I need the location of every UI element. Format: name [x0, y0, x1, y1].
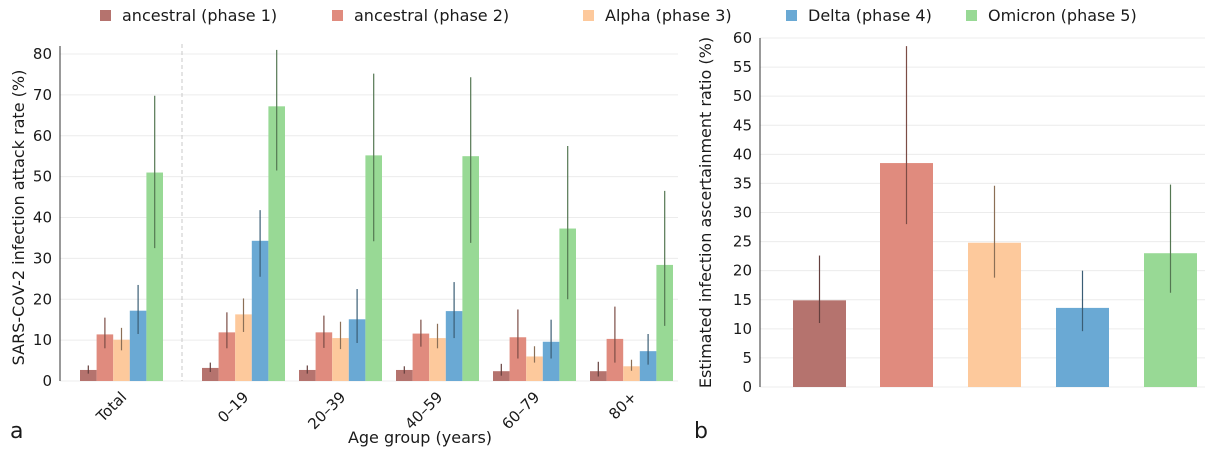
panel-a-attack-rate-chart: 0 10 20 30 40 50 60 70 80 Total 0–19 20–39 40–59 60–… — [9, 44, 678, 447]
panel-b-error-bars — [818, 46, 1172, 332]
panel-b-y-tick-30: 30 — [733, 204, 752, 222]
bar-total-ancestral-phase-1 — [80, 369, 97, 381]
legend: ancestral (phase 1) ancestral (phase 2) Al… — [100, 6, 1137, 25]
panel-a-x-tick-labels: Total 0–19 20–39 40–59 60–79 80+ — [92, 388, 640, 433]
panel-a-y-tick-30: 30 — [33, 249, 52, 267]
panel-a-x-tick-60-79: 60–79 — [498, 388, 543, 433]
panel-a-y-tick-labels: 0 10 20 30 40 50 60 70 80 — [33, 45, 52, 390]
panel-a-x-tick-0-19: 0–19 — [214, 388, 252, 426]
panel-a-error-bars — [87, 49, 666, 377]
panel-b-y-tick-25: 25 — [733, 233, 752, 251]
panel-a-x-tick-80: 80+ — [605, 388, 640, 423]
panel-b-y-tick-60: 60 — [733, 29, 752, 47]
legend-swatch-omicron-phase-5 — [966, 10, 977, 21]
bar-80-delta-phase-4 — [639, 351, 657, 381]
legend-swatch-ancestral-phase-2 — [332, 10, 343, 21]
bar-60-79-ancestral-phase-1 — [493, 371, 510, 381]
panel-b-y-tick-55: 55 — [733, 58, 752, 76]
legend-swatch-delta-phase-4 — [786, 10, 797, 21]
panel-b-y-axis-title: Estimated infection ascertainment ratio … — [696, 37, 715, 388]
bar-total-delta-phase-4 — [129, 310, 147, 381]
bar-20-39-ancestral-phase-2 — [315, 332, 333, 381]
bar-total-alpha-phase-3 — [113, 339, 130, 381]
panel-a-y-axis-title: SARS-CoV-2 infection attack rate (%) — [9, 70, 28, 366]
panel-a-y-tick-80: 80 — [33, 45, 52, 63]
bar-0-19-omicron-phase-5 — [268, 106, 285, 381]
bar-0-19-alpha-phase-3 — [235, 314, 252, 381]
bar-60-79-delta-phase-4 — [542, 341, 560, 381]
bar-60-79-alpha-phase-3 — [526, 356, 543, 381]
bar-40-59-omicron-phase-5 — [462, 156, 479, 381]
bar-total-omicron-phase-5 — [146, 172, 163, 381]
panel-a-y-tick-60: 60 — [33, 127, 52, 145]
bar-60-79-omicron-phase-5 — [559, 228, 576, 381]
bar-20-39-omicron-phase-5 — [365, 155, 382, 381]
bar-40-59-ancestral-phase-1 — [396, 369, 413, 381]
panel-b-y-tick-35: 35 — [733, 174, 752, 192]
bar-80-alpha-phase-3 — [623, 366, 640, 381]
bar-60-79-ancestral-phase-2 — [509, 337, 527, 381]
panel-a-letter: a — [10, 419, 23, 444]
panel-a-bars — [80, 106, 673, 381]
panel-b-y-tick-labels: 0 5 10 15 20 25 30 35 40 45 50 55 60 — [733, 29, 752, 396]
legend-swatch-alpha-phase-3 — [583, 10, 594, 21]
panel-b-y-tick-10: 10 — [733, 320, 752, 338]
bar-0-19-ancestral-phase-2 — [218, 332, 236, 381]
bar-20-39-ancestral-phase-1 — [299, 369, 316, 381]
panel-b-y-tick-5: 5 — [742, 349, 752, 367]
bar-total-ancestral-phase-2 — [96, 334, 114, 381]
bar-0-19-delta-phase-4 — [251, 240, 269, 381]
panel-b-letter: b — [694, 419, 708, 444]
panel-b-ascertainment-chart: 0 5 10 15 20 25 30 35 40 45 50 55 60 Estimated infec… — [694, 29, 1205, 444]
panel-b-y-tick-20: 20 — [733, 262, 752, 280]
panel-a-y-tick-0: 0 — [42, 372, 52, 390]
legend-label-ancestral-phase-2: ancestral (phase 2) — [354, 6, 509, 25]
bar-20-39-delta-phase-4 — [348, 319, 366, 381]
panel-a-y-tick-10: 10 — [33, 331, 52, 349]
bar-20-39-alpha-phase-3 — [332, 338, 349, 381]
panel-a-x-tick-20-39: 20–39 — [304, 388, 349, 433]
panel-a-x-tick-40-59: 40–59 — [401, 388, 446, 433]
panel-a-x-tick-total: Total — [92, 388, 130, 426]
bar-0-19-ancestral-phase-1 — [202, 367, 219, 381]
legend-swatch-ancestral-phase-1 — [100, 10, 111, 21]
panel-b-y-tick-50: 50 — [733, 87, 752, 105]
panel-a-y-tick-70: 70 — [33, 86, 52, 104]
panel-a-x-axis-title: Age group (years) — [348, 428, 492, 447]
legend-label-ancestral-phase-1: ancestral (phase 1) — [122, 6, 277, 25]
bar-40-59-ancestral-phase-2 — [412, 333, 430, 381]
panel-a-y-tick-40: 40 — [33, 209, 52, 227]
legend-label-omicron-phase-5: Omicron (phase 5) — [988, 6, 1137, 25]
panel-a-y-tick-50: 50 — [33, 168, 52, 186]
panel-b-y-tick-15: 15 — [733, 291, 752, 309]
bar-40-59-delta-phase-4 — [445, 311, 463, 381]
panel-b-y-tick-40: 40 — [733, 145, 752, 163]
legend-label-alpha-phase-3: Alpha (phase 3) — [605, 6, 732, 25]
panel-a-y-tick-20: 20 — [33, 290, 52, 308]
legend-label-delta-phase-4: Delta (phase 4) — [808, 6, 932, 25]
panel-b-y-tick-0: 0 — [742, 378, 752, 396]
panel-b-y-tick-45: 45 — [733, 116, 752, 134]
bar-40-59-alpha-phase-3 — [429, 338, 446, 381]
